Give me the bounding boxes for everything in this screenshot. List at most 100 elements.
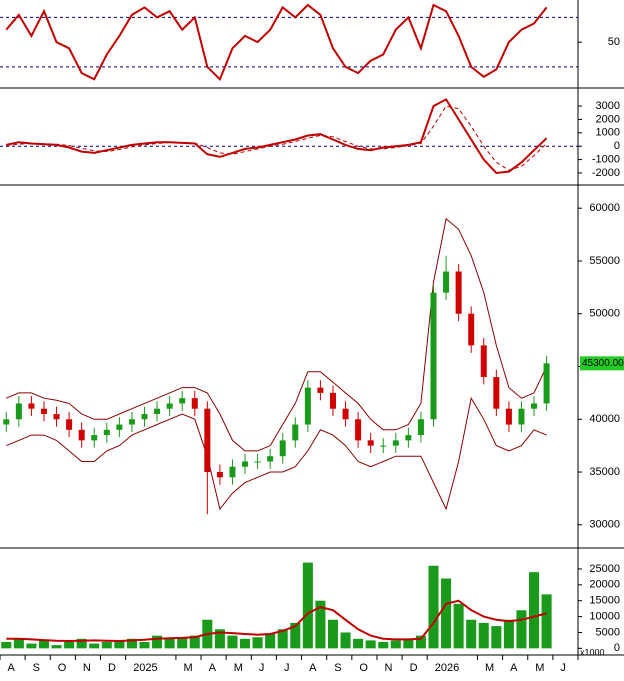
volume-bar bbox=[290, 622, 301, 649]
volume-average bbox=[6, 599, 547, 643]
candle-body bbox=[480, 345, 487, 378]
x-tick-label: O bbox=[359, 662, 368, 674]
candle-body bbox=[154, 408, 161, 414]
y-tick-label: 20000 bbox=[589, 579, 620, 591]
candle-body bbox=[242, 461, 249, 467]
x-tick-label: M bbox=[485, 662, 494, 674]
x-tick-label: M bbox=[535, 662, 544, 674]
y-tick-label: 2000 bbox=[596, 113, 620, 125]
volume-bar bbox=[139, 641, 150, 649]
volume-bar bbox=[214, 629, 225, 649]
candle-body bbox=[15, 403, 22, 420]
y-tick-label: 1000 bbox=[596, 127, 620, 139]
candle-body bbox=[292, 424, 299, 441]
volume-bar bbox=[353, 638, 364, 649]
volume-bar bbox=[466, 619, 477, 649]
candle-body bbox=[455, 271, 462, 314]
indicator-line bbox=[5, 3, 548, 82]
x-tick-label: J bbox=[560, 662, 566, 674]
candle-body bbox=[443, 271, 450, 293]
candle-body bbox=[329, 392, 336, 409]
volume-bar bbox=[302, 562, 313, 649]
y-tick-label: 0 bbox=[614, 642, 620, 654]
x-tick-label: 2026 bbox=[435, 662, 459, 674]
candle-body bbox=[543, 363, 550, 404]
candle-body bbox=[254, 461, 261, 463]
volume-bar bbox=[541, 594, 552, 649]
y-tick-label: 50 bbox=[608, 36, 620, 48]
candle-body bbox=[505, 408, 512, 425]
volume-bar bbox=[252, 637, 263, 649]
candle-body bbox=[531, 403, 538, 409]
y-tick-label: 30000 bbox=[589, 519, 620, 531]
x-tick-label: 2025 bbox=[133, 662, 157, 674]
candle-body bbox=[141, 413, 148, 420]
candle-body bbox=[380, 445, 387, 447]
unit-label: x1000 bbox=[580, 647, 605, 657]
x-tick-label: N bbox=[384, 662, 392, 674]
candle-body bbox=[204, 408, 211, 473]
x-tick-label: N bbox=[83, 662, 91, 674]
x-tick-label: M bbox=[183, 662, 192, 674]
volume-bar bbox=[126, 638, 137, 649]
volume-bar bbox=[1, 641, 12, 649]
candle-body bbox=[493, 377, 500, 409]
candle-body bbox=[116, 424, 123, 430]
candle-body bbox=[78, 429, 85, 441]
volume-bar bbox=[277, 629, 288, 649]
volume-bar bbox=[239, 638, 251, 649]
volume-bar bbox=[114, 640, 125, 649]
volume-bar bbox=[26, 643, 37, 649]
volume-bar bbox=[453, 603, 464, 649]
candle-body bbox=[229, 466, 236, 478]
candle-body bbox=[417, 419, 424, 436]
indicator-line bbox=[6, 98, 548, 175]
x-tick-label: S bbox=[33, 662, 40, 674]
candle-body bbox=[179, 398, 186, 404]
volume-bar bbox=[327, 619, 339, 649]
x-tick-label: D bbox=[108, 662, 116, 674]
volume-bar bbox=[478, 622, 489, 649]
volume-bar bbox=[441, 578, 452, 649]
x-tick-label: O bbox=[58, 662, 67, 674]
candle-body bbox=[367, 440, 374, 446]
candle-body bbox=[279, 440, 286, 457]
candle-body bbox=[304, 387, 311, 425]
volume-bar bbox=[378, 641, 389, 649]
volume-bar bbox=[38, 640, 50, 649]
volume-bar bbox=[340, 632, 351, 649]
candle-body bbox=[166, 403, 173, 409]
candle-body bbox=[103, 429, 110, 436]
bollinger-band bbox=[6, 217, 548, 452]
y-tick-label: 35000 bbox=[589, 466, 620, 478]
volume-bar bbox=[177, 637, 188, 649]
last-price-box bbox=[580, 356, 624, 371]
candle-body bbox=[40, 408, 47, 414]
y-tick-label: 25000 bbox=[589, 563, 620, 575]
candle-body bbox=[392, 440, 399, 446]
indicator-line bbox=[6, 105, 547, 171]
volume-bar bbox=[13, 638, 24, 649]
volume-bar bbox=[390, 640, 401, 649]
candle-body bbox=[468, 313, 475, 346]
candle-body bbox=[430, 292, 437, 420]
y-tick-label: 10000 bbox=[589, 610, 620, 622]
candle-body bbox=[518, 408, 525, 425]
x-tick-label: J bbox=[259, 662, 265, 674]
candle-body bbox=[342, 408, 349, 420]
volume-bar bbox=[491, 626, 502, 649]
volume-bar bbox=[76, 638, 87, 649]
y-tick-label: 55000 bbox=[589, 255, 620, 267]
candle-body bbox=[191, 398, 198, 409]
volume-bar bbox=[227, 635, 238, 649]
candle-body bbox=[53, 413, 60, 420]
candle-body bbox=[355, 419, 362, 441]
volume-bar bbox=[415, 635, 426, 649]
y-tick-label: 3000 bbox=[596, 100, 620, 112]
candle-body bbox=[317, 387, 324, 393]
candle-body bbox=[405, 435, 412, 441]
y-tick-label: 15000 bbox=[589, 595, 620, 607]
candle-body bbox=[28, 403, 35, 409]
y-tick-label: 5000 bbox=[596, 626, 620, 638]
x-tick-label: A bbox=[8, 662, 16, 674]
